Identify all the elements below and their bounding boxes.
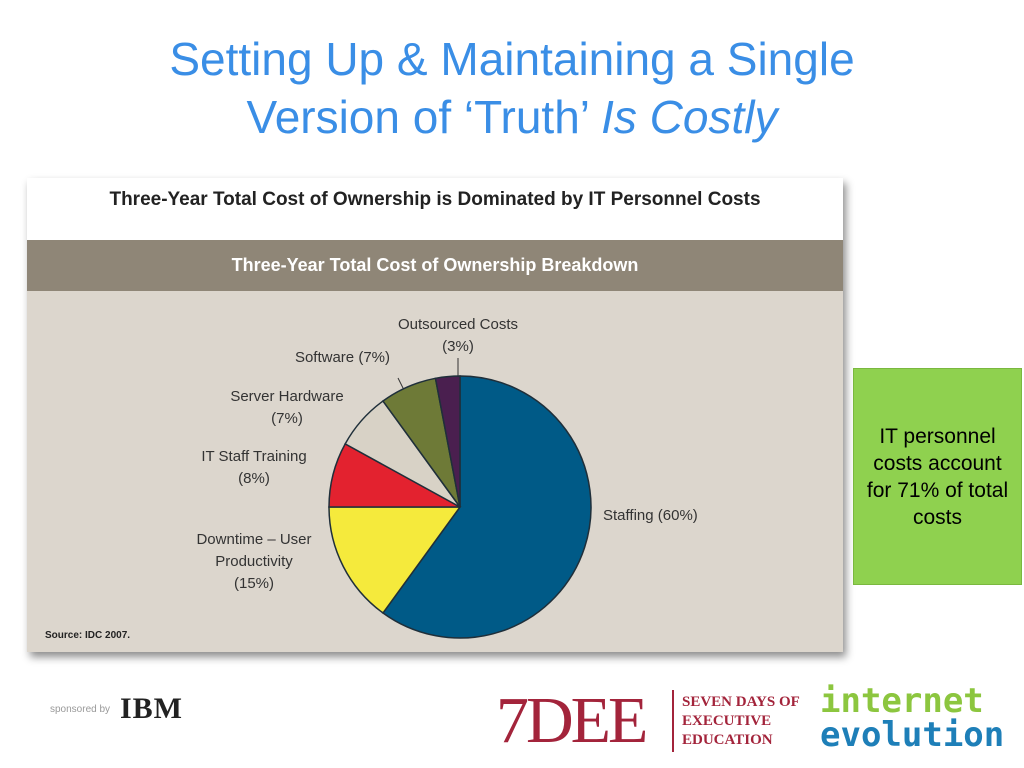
pie-slice bbox=[328, 506, 462, 615]
category-label: IT Staff Training bbox=[201, 448, 307, 465]
value-label: (3%) bbox=[442, 338, 474, 355]
value-label: (15%) bbox=[233, 575, 274, 592]
pie-slice bbox=[381, 375, 592, 639]
slide-title: Setting Up & Maintaining a Single Versio… bbox=[0, 30, 1024, 146]
title-text: Version of ‘Truth’ bbox=[246, 91, 589, 143]
slice-label: Staffing (60%) bbox=[603, 505, 763, 527]
pie-slice bbox=[434, 375, 461, 508]
callout: IT personnel costs account for 71% of to… bbox=[853, 368, 1022, 585]
chart-panel: Three-Year Total Cost of Ownership is Do… bbox=[27, 178, 843, 652]
slice-label: Server Hardware (7%) bbox=[212, 386, 362, 430]
chart-subtitle: Three-Year Total Cost of Ownership Break… bbox=[27, 240, 843, 291]
title-line: Setting Up & Maintaining a Single bbox=[169, 33, 855, 85]
sponsor-logo: IBM bbox=[120, 692, 183, 725]
brand-text: SEVEN DAYS OF EXECUTIVE EDUCATION bbox=[682, 693, 800, 750]
value-label: (7%) bbox=[271, 410, 303, 427]
brand-line: SEVEN DAYS OF bbox=[682, 694, 800, 710]
slice-label: Downtime – User Productivity (15%) bbox=[174, 529, 334, 595]
slice-label: Software (7%) bbox=[248, 347, 390, 369]
chart-source: Source: IDC 2007. bbox=[45, 630, 131, 641]
sponsor-text: sponsored by bbox=[50, 704, 111, 715]
category-label: Outsourced Costs bbox=[397, 316, 519, 333]
title-emphasis: Is Costly bbox=[601, 91, 778, 143]
partner-line: internet bbox=[820, 681, 984, 721]
value-label: (60%) bbox=[657, 507, 698, 524]
category-label: Server Hardware bbox=[230, 388, 344, 405]
partner-line: evolution bbox=[820, 715, 1005, 755]
category-label: Software bbox=[294, 349, 355, 366]
value-label: (7%) bbox=[358, 349, 390, 366]
category-label: Staffing bbox=[603, 507, 654, 524]
leader-line bbox=[397, 377, 405, 391]
value-label: (8%) bbox=[238, 470, 270, 487]
chart-title: Three-Year Total Cost of Ownership is Do… bbox=[27, 178, 843, 240]
slice-label: Outsourced Costs (3%) bbox=[383, 314, 533, 358]
partner-logo: internet evolution bbox=[820, 684, 1004, 752]
brand-logo: 7DEE bbox=[496, 684, 648, 757]
divider bbox=[672, 690, 674, 752]
brand-line: EDUCATION bbox=[682, 732, 773, 748]
brand-line: EXECUTIVE bbox=[682, 713, 772, 729]
category-label: Downtime – User Productivity bbox=[196, 531, 312, 570]
title-line: Version of ‘Truth’ Is Costly bbox=[0, 88, 1024, 146]
slice-label: IT Staff Training (8%) bbox=[184, 446, 324, 490]
